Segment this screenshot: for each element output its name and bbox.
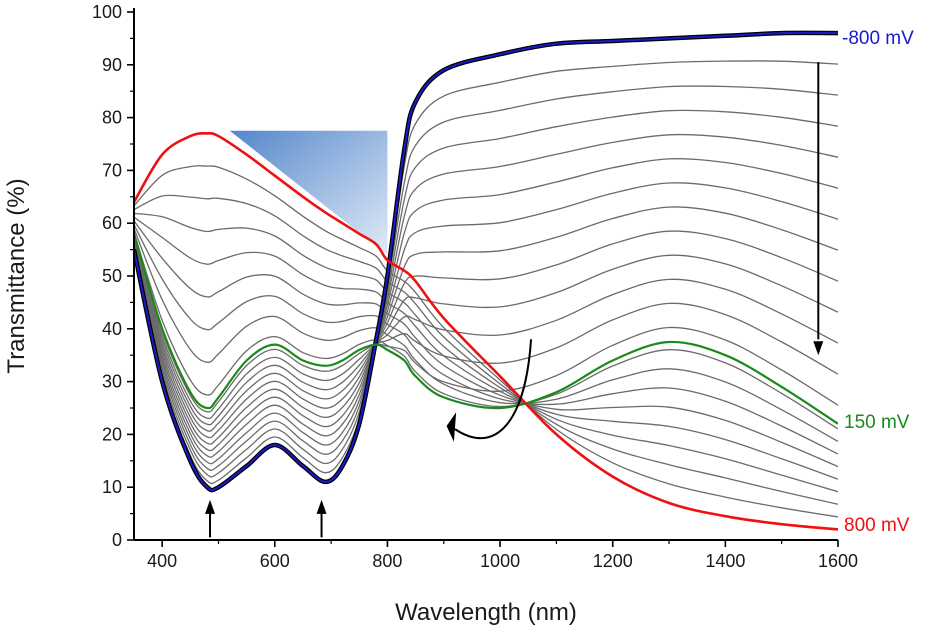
x-tick-label: 1200 bbox=[593, 551, 633, 571]
annotation-arrows-layer bbox=[205, 62, 824, 538]
x-tick-label: 600 bbox=[260, 551, 290, 571]
down-arrowhead bbox=[813, 341, 824, 356]
x-tick-label: 1000 bbox=[480, 551, 520, 571]
y-tick-label: 50 bbox=[102, 266, 122, 286]
series-label-150: 150 mV bbox=[844, 412, 910, 433]
series-label-800: 800 mV bbox=[844, 515, 910, 536]
y-tick-label: 10 bbox=[102, 477, 122, 497]
x-tick-label: 400 bbox=[147, 551, 177, 571]
curved-arrow bbox=[454, 339, 533, 440]
shading-wedge-layer bbox=[229, 130, 388, 255]
intermediate-curve bbox=[134, 109, 838, 471]
series-curve-150 bbox=[134, 233, 838, 425]
intermediate-curve bbox=[134, 216, 838, 480]
axes-layer bbox=[127, 8, 839, 547]
intermediate-curve bbox=[134, 220, 838, 468]
y-tick-label: 20 bbox=[102, 424, 122, 444]
y-tick-label: 70 bbox=[102, 160, 122, 180]
curved-arrowhead bbox=[446, 412, 457, 442]
intermediate-curve bbox=[134, 85, 838, 478]
y-tick-label: 90 bbox=[102, 55, 122, 75]
series-curve-neg800 bbox=[134, 31, 838, 492]
x-tick-label: 1400 bbox=[705, 551, 745, 571]
series-curve-800 bbox=[134, 132, 838, 531]
x-tick-label: 800 bbox=[372, 551, 402, 571]
up-arrowhead-1 bbox=[205, 499, 216, 514]
y-tick-label: 80 bbox=[102, 108, 122, 128]
intermediate-curve bbox=[134, 236, 838, 426]
x-axis-title: Wavelength (nm) bbox=[395, 599, 577, 626]
shading-wedge bbox=[229, 130, 388, 255]
intermediate-curve bbox=[134, 194, 838, 505]
y-axis-title: Transmittance (%) bbox=[3, 178, 30, 373]
x-tick-label: 1600 bbox=[818, 551, 858, 571]
y-tick-label: 30 bbox=[102, 372, 122, 392]
y-tick-label: 0 bbox=[112, 530, 122, 550]
intermediate-curve bbox=[134, 165, 838, 518]
up-arrowhead-2 bbox=[316, 499, 327, 514]
intermediate-curve bbox=[134, 60, 838, 485]
y-tick-label: 100 bbox=[92, 2, 122, 22]
intermediate-curve bbox=[134, 212, 838, 493]
tick-labels-layer: 400 600 800 1000 1200 1400 1600 0 10 20 30 40 50 60 70… bbox=[92, 2, 858, 571]
series-label-neg800: -800 mV bbox=[842, 28, 914, 49]
curves-layer bbox=[134, 30, 838, 531]
y-tick-label: 40 bbox=[102, 319, 122, 339]
intermediate-curve bbox=[134, 224, 838, 455]
y-tick-label: 60 bbox=[102, 213, 122, 233]
